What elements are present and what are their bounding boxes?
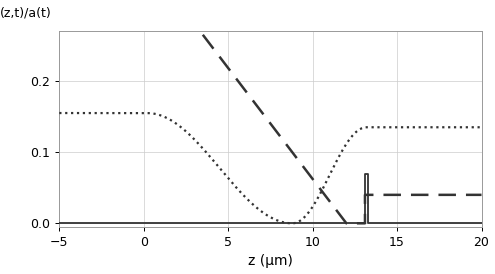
- X-axis label: z (μm): z (μm): [248, 255, 293, 269]
- Text: (z,t)/a(t): (z,t)/a(t): [0, 7, 52, 19]
